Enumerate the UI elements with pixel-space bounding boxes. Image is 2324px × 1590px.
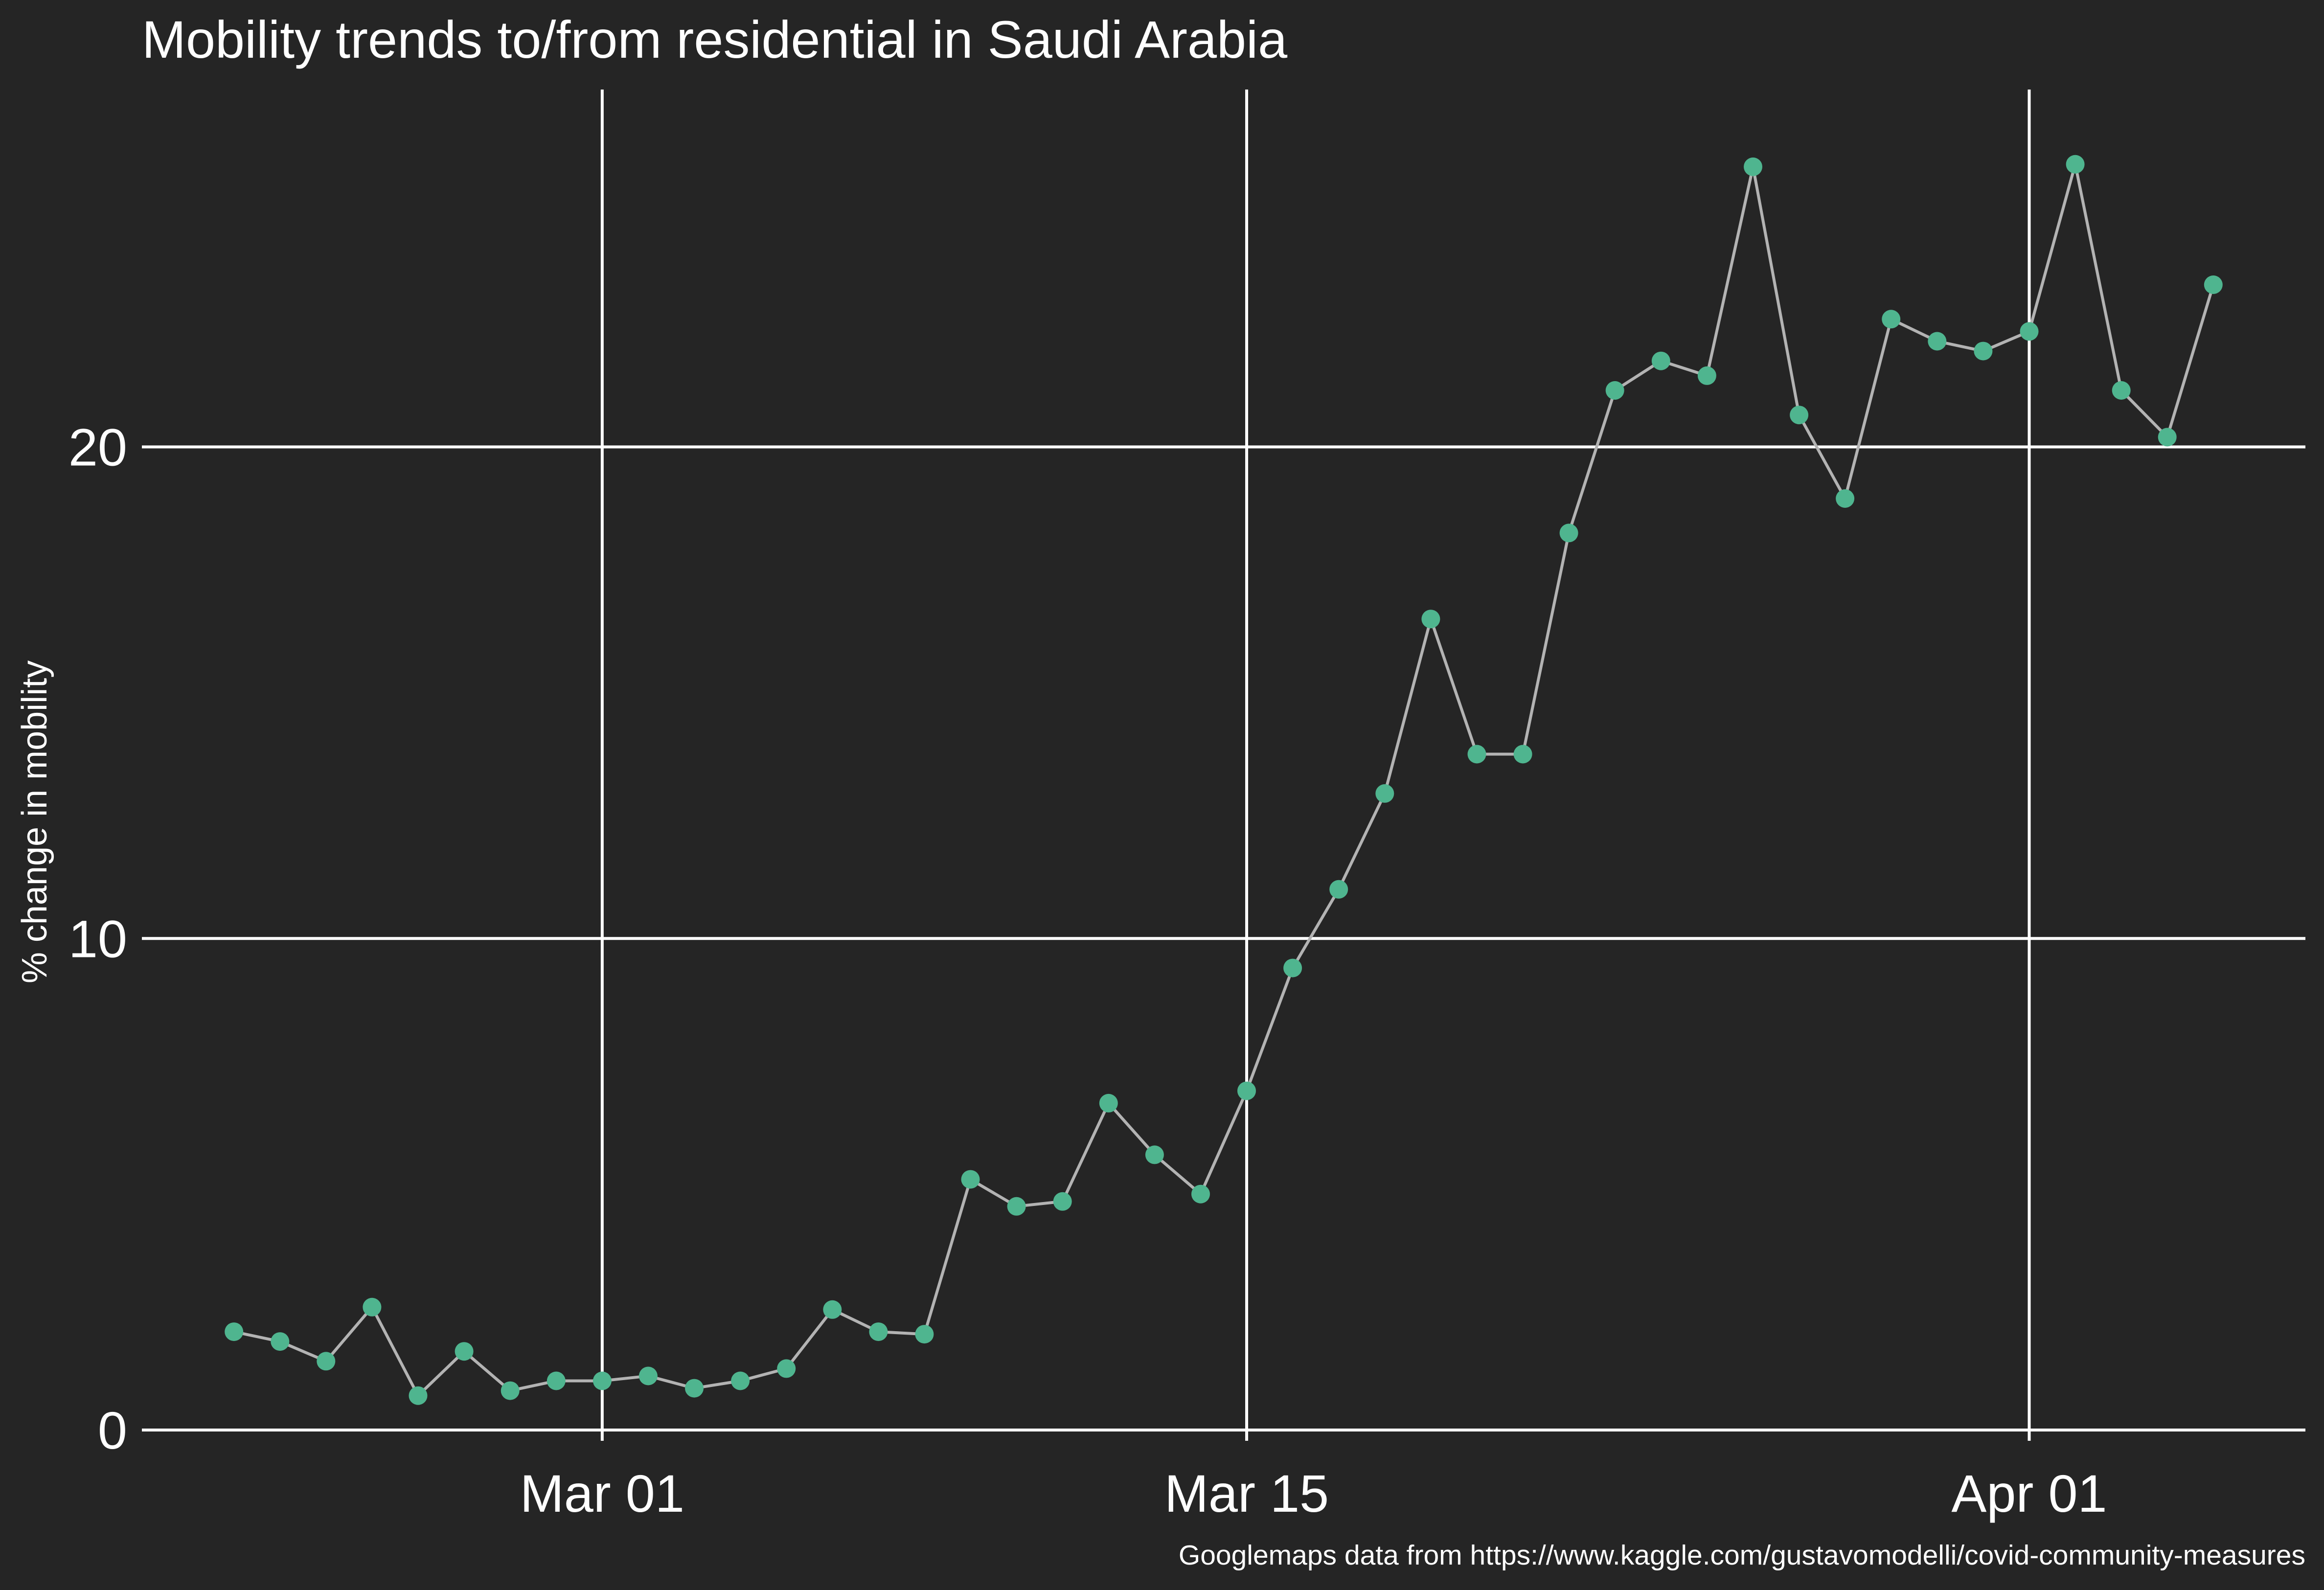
data-point-2020-02-28: [501, 1381, 520, 1400]
data-point-2020-04-05: [2204, 275, 2223, 294]
data-point-2020-03-28: [1836, 489, 1855, 508]
data-point-2020-03-12: [1099, 1093, 1118, 1113]
y-tick-label-0: 0: [98, 1401, 127, 1460]
data-point-2020-03-18: [1375, 784, 1394, 803]
data-point-2020-02-23: [271, 1332, 290, 1351]
x-tick-label-1: Mar 15: [1164, 1464, 1329, 1523]
data-point-2020-03-20: [1467, 745, 1486, 764]
data-point-2020-03-03: [685, 1379, 704, 1398]
data-point-2020-03-21: [1513, 745, 1532, 764]
data-point-2020-03-22: [1559, 523, 1578, 543]
data-point-2020-03-19: [1421, 610, 1440, 629]
y-tick-label-10: 10: [68, 909, 127, 968]
data-point-2020-03-23: [1605, 381, 1624, 400]
data-point-2020-03-29: [1882, 310, 1901, 329]
x-tick-label-2: Apr 01: [1951, 1464, 2107, 1523]
data-point-2020-03-26: [1744, 157, 1762, 176]
data-point-2020-03-01: [592, 1371, 612, 1390]
data-point-2020-02-25: [363, 1297, 382, 1317]
data-point-2020-04-01: [2020, 322, 2039, 341]
y-axis-label: % change in mobility: [15, 660, 54, 983]
point-layer: [225, 155, 2223, 1405]
data-point-2020-02-22: [225, 1322, 244, 1341]
data-point-2020-03-09: [961, 1170, 980, 1189]
data-point-2020-03-31: [1974, 341, 1993, 361]
data-point-2020-02-29: [547, 1371, 566, 1390]
y-tick-label-20: 20: [68, 418, 127, 477]
data-point-2020-03-25: [1697, 366, 1716, 385]
source-caption: Googlemaps data from https://www.kaggle.…: [1179, 1540, 2305, 1571]
data-point-2020-03-16: [1283, 958, 1302, 977]
data-point-2020-02-24: [317, 1352, 336, 1371]
data-point-2020-03-08: [915, 1325, 934, 1344]
data-point-2020-03-07: [869, 1322, 888, 1341]
data-point-2020-03-11: [1053, 1192, 1072, 1211]
y-axis-ticks: 0 10 20: [68, 418, 127, 1460]
data-point-2020-03-13: [1145, 1145, 1164, 1164]
data-point-2020-03-05: [777, 1359, 796, 1378]
data-point-2020-03-24: [1651, 351, 1670, 370]
data-point-2020-04-04: [2158, 428, 2177, 447]
data-point-2020-03-06: [823, 1300, 842, 1319]
data-point-2020-03-30: [1928, 332, 1947, 351]
x-axis-ticks: Mar 01 Mar 15 Apr 01: [520, 1464, 2107, 1523]
data-point-2020-03-27: [1790, 406, 1809, 425]
x-tick-label-0: Mar 01: [520, 1464, 684, 1523]
data-point-2020-02-26: [409, 1386, 428, 1405]
data-point-2020-03-15: [1237, 1081, 1256, 1100]
data-point-2020-03-14: [1191, 1184, 1210, 1204]
data-point-2020-04-03: [2112, 381, 2131, 400]
data-point-2020-04-02: [2066, 155, 2085, 174]
data-point-2020-03-04: [731, 1371, 750, 1390]
grid-layer: [142, 90, 2305, 1441]
data-point-2020-02-27: [455, 1342, 474, 1361]
data-point-2020-03-10: [1007, 1197, 1026, 1216]
data-point-2020-03-02: [638, 1366, 658, 1386]
data-point-2020-03-17: [1329, 880, 1348, 899]
chart-title: Mobility trends to/from residential in S…: [142, 10, 1288, 69]
